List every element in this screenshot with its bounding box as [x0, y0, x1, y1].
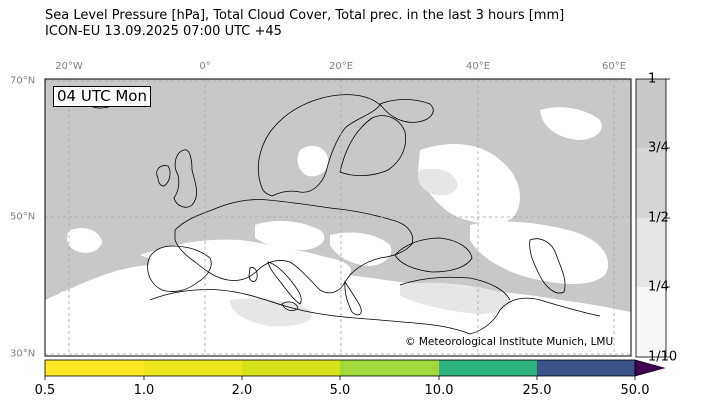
- lon-label-20e: 20°E: [328, 61, 354, 72]
- clear-north-africa: [59, 289, 143, 322]
- cloud-label-1: 1: [648, 71, 657, 87]
- coast-finland: [339, 115, 407, 176]
- cloud-band-1: [636, 79, 666, 148]
- thin-cloud-areas: [230, 168, 511, 327]
- cloud-label-1-4: 1/4: [648, 279, 669, 295]
- cloud-colorbar: [635, 78, 670, 358]
- lon-label-60e: 60°E: [601, 61, 627, 72]
- thin-cloud-3: [418, 168, 458, 196]
- coast-north-africa: [149, 289, 601, 335]
- lat-label-50n: 50°N: [10, 211, 36, 223]
- timestamp-box: 04 UTC Mon: [53, 86, 151, 107]
- thin-cloud-2: [230, 298, 312, 327]
- credit-text: © Meteorological Institute Munich, LMU: [405, 336, 614, 348]
- cloud-label-1-10: 1/10: [648, 349, 678, 365]
- precip-band-4: [340, 360, 439, 376]
- chart-title: Sea Level Pressure [hPa], Total Cloud Co…: [45, 8, 565, 23]
- clear-alps: [255, 220, 325, 250]
- precip-label-5-0: 5.0: [329, 383, 351, 398]
- thin-cloud-1: [400, 282, 511, 314]
- coast-uk: [173, 149, 197, 208]
- precip-label-25-0: 25.0: [522, 383, 552, 398]
- coast-italy: [267, 261, 302, 305]
- precip-band-1: [45, 360, 144, 376]
- map-frame: [44, 78, 632, 357]
- clear-atlantic-patch: [66, 228, 102, 253]
- clear-sky-areas: [45, 107, 631, 356]
- precip-colorbar-ticks: [44, 376, 636, 380]
- lat-label-70n: 70°N: [10, 75, 36, 87]
- coast-ireland: [156, 165, 171, 187]
- lon-label-0: 0°: [199, 61, 211, 72]
- cloud-band-2: [636, 148, 666, 218]
- precip-label-2-0: 2.0: [231, 383, 253, 398]
- precip-label-50-0: 50.0: [620, 383, 650, 398]
- chart-subtitle: ICON-EU 13.09.2025 07:00 UTC +45: [45, 24, 282, 39]
- coast-anatolia: [399, 276, 511, 301]
- cloud-colorbar-ticks: [666, 78, 670, 358]
- lat-label-30n: 30°N: [10, 348, 36, 360]
- clear-caspian: [470, 221, 609, 284]
- precip-band-2: [144, 360, 242, 376]
- lon-label-40e: 40°E: [465, 61, 491, 72]
- clear-balkans: [330, 232, 392, 266]
- precip-band-6: [537, 360, 635, 376]
- precip-label-10-0: 10.0: [424, 383, 454, 398]
- precip-colorbar: [44, 359, 666, 380]
- clear-mediterranean: [140, 239, 351, 282]
- cloud-label-1-2: 1/2: [648, 210, 669, 226]
- coast-greece: [344, 280, 362, 316]
- lon-label-20w: 20°W: [55, 61, 83, 72]
- coast-caspian: [529, 238, 566, 294]
- clear-iberia: [148, 257, 212, 292]
- clear-east-europe: [418, 144, 520, 224]
- coast-scandinavia: [257, 94, 381, 197]
- cloud-label-3-4: 3/4: [648, 140, 669, 156]
- clear-scandinavia-patch: [297, 145, 329, 177]
- coast-sardinia: [248, 267, 258, 282]
- cloud-band-3: [636, 218, 666, 287]
- precip-band-5: [439, 360, 537, 376]
- graticule: [45, 79, 631, 356]
- coast-continent: [174, 199, 414, 294]
- clear-russia-patch: [540, 107, 602, 140]
- precip-label-1-0: 1.0: [133, 383, 155, 398]
- coast-sicily: [281, 301, 299, 312]
- coastlines: [86, 94, 601, 335]
- precip-label-0-5: 0.5: [34, 383, 56, 398]
- map-area: [45, 79, 631, 356]
- cloud-band-4: [636, 287, 666, 357]
- coast-kola: [379, 99, 434, 123]
- precip-band-3: [242, 360, 340, 376]
- coast-black-sea: [394, 237, 473, 273]
- coast-iberia: [147, 245, 212, 292]
